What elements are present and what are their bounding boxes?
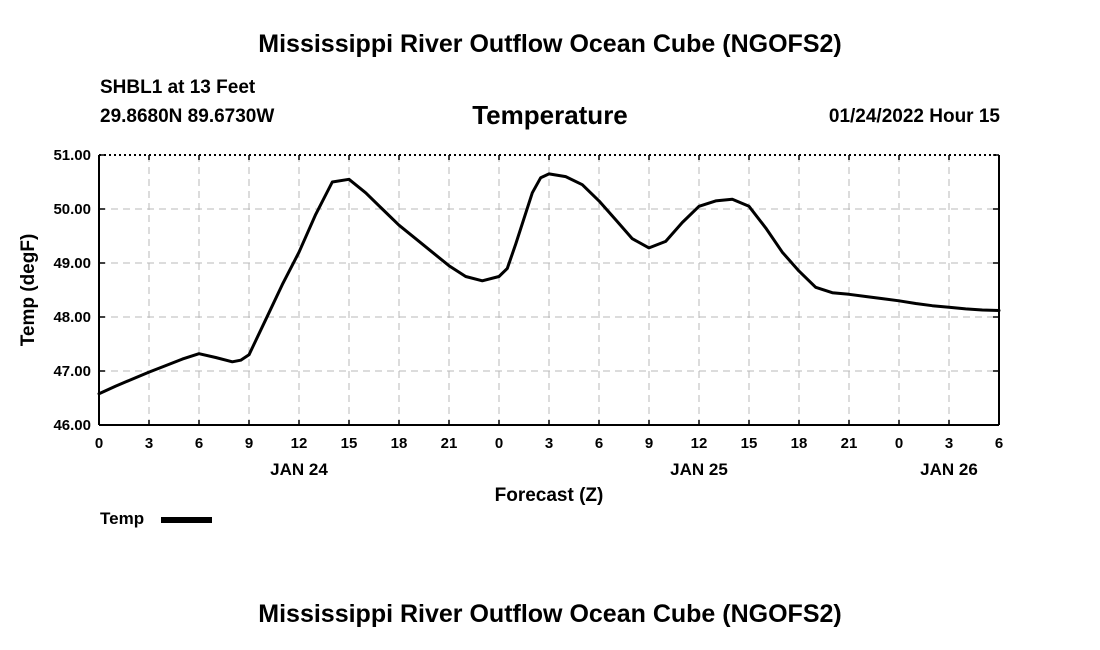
x-tick-label: 18 [391,435,408,452]
y-tick-label: 48.00 [53,309,91,326]
y-tick-label: 46.00 [53,417,91,434]
x-tick-label: 9 [245,435,253,452]
station-name: SHBL1 at 13 Feet [100,77,256,98]
page-title: Mississippi River Outflow Ocean Cube (NG… [258,30,842,58]
x-tick-label: 12 [291,435,308,452]
legend-label: Temp [100,509,145,528]
y-tick-label: 50.00 [53,201,91,218]
x-date-label: JAN 24 [270,460,328,479]
x-tick-label: 6 [195,435,203,452]
y-tick-label: 47.00 [53,363,91,380]
x-date-label: JAN 26 [920,460,978,479]
series-line-temp [97,172,1001,396]
x-tick-label: 6 [995,435,1003,452]
y-tick-label: 51.00 [53,147,91,164]
x-tick-label: 21 [841,435,858,452]
x-tick-label: 15 [341,435,358,452]
forecast-date: 01/24/2022 Hour 15 [828,106,1000,127]
x-tick-label: 21 [441,435,458,452]
x-tick-label: 9 [645,435,653,452]
y-tick-label: 49.00 [53,255,91,272]
x-tick-label: 3 [945,435,953,452]
x-tick-label: 15 [741,435,758,452]
x-tick-label: 3 [545,435,553,452]
x-tick-label: 0 [495,435,503,452]
x-date-label: JAN 25 [670,460,728,479]
x-tick-label: 6 [595,435,603,452]
x-tick-label: 3 [145,435,153,452]
station-coordinates: 29.8680N 89.6730W [100,106,275,127]
x-tick-label: 0 [95,435,103,452]
x-axis-title: Forecast (Z) [495,485,604,506]
x-tick-label: 18 [791,435,808,452]
chart-title: Temperature [472,100,628,130]
y-axis-title: Temp (degF) [18,234,39,347]
x-tick-label: 0 [895,435,903,452]
legend-swatch [161,517,212,523]
x-tick-label: 12 [691,435,708,452]
page-title-bottom: Mississippi River Outflow Ocean Cube (NG… [258,600,842,628]
